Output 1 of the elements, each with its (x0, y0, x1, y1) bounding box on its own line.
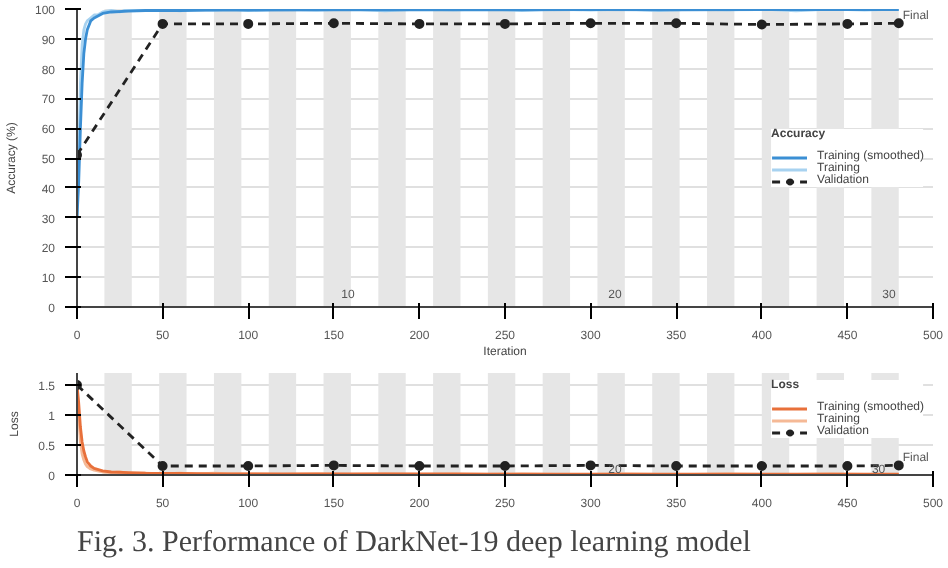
caption: Fig. 3. Performance of DarkNet-19 deep learning model (77, 527, 751, 559)
